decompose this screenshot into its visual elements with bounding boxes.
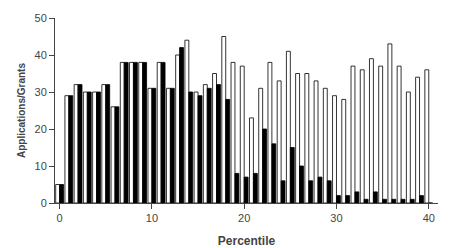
svg-text:50: 50 [35,12,47,24]
svg-text:30: 30 [330,212,342,224]
svg-text:Applications/Grants: Applications/Grants [16,63,27,158]
svg-text:20: 20 [238,212,250,224]
svg-text:Percentile: Percentile [218,234,276,248]
svg-text:0: 0 [41,197,47,209]
svg-text:10: 10 [146,212,158,224]
svg-text:30: 30 [35,86,47,98]
svg-text:10: 10 [35,160,47,172]
svg-text:40: 40 [35,49,47,61]
svg-text:20: 20 [35,123,47,135]
svg-text:40: 40 [423,212,435,224]
svg-text:0: 0 [57,212,63,224]
